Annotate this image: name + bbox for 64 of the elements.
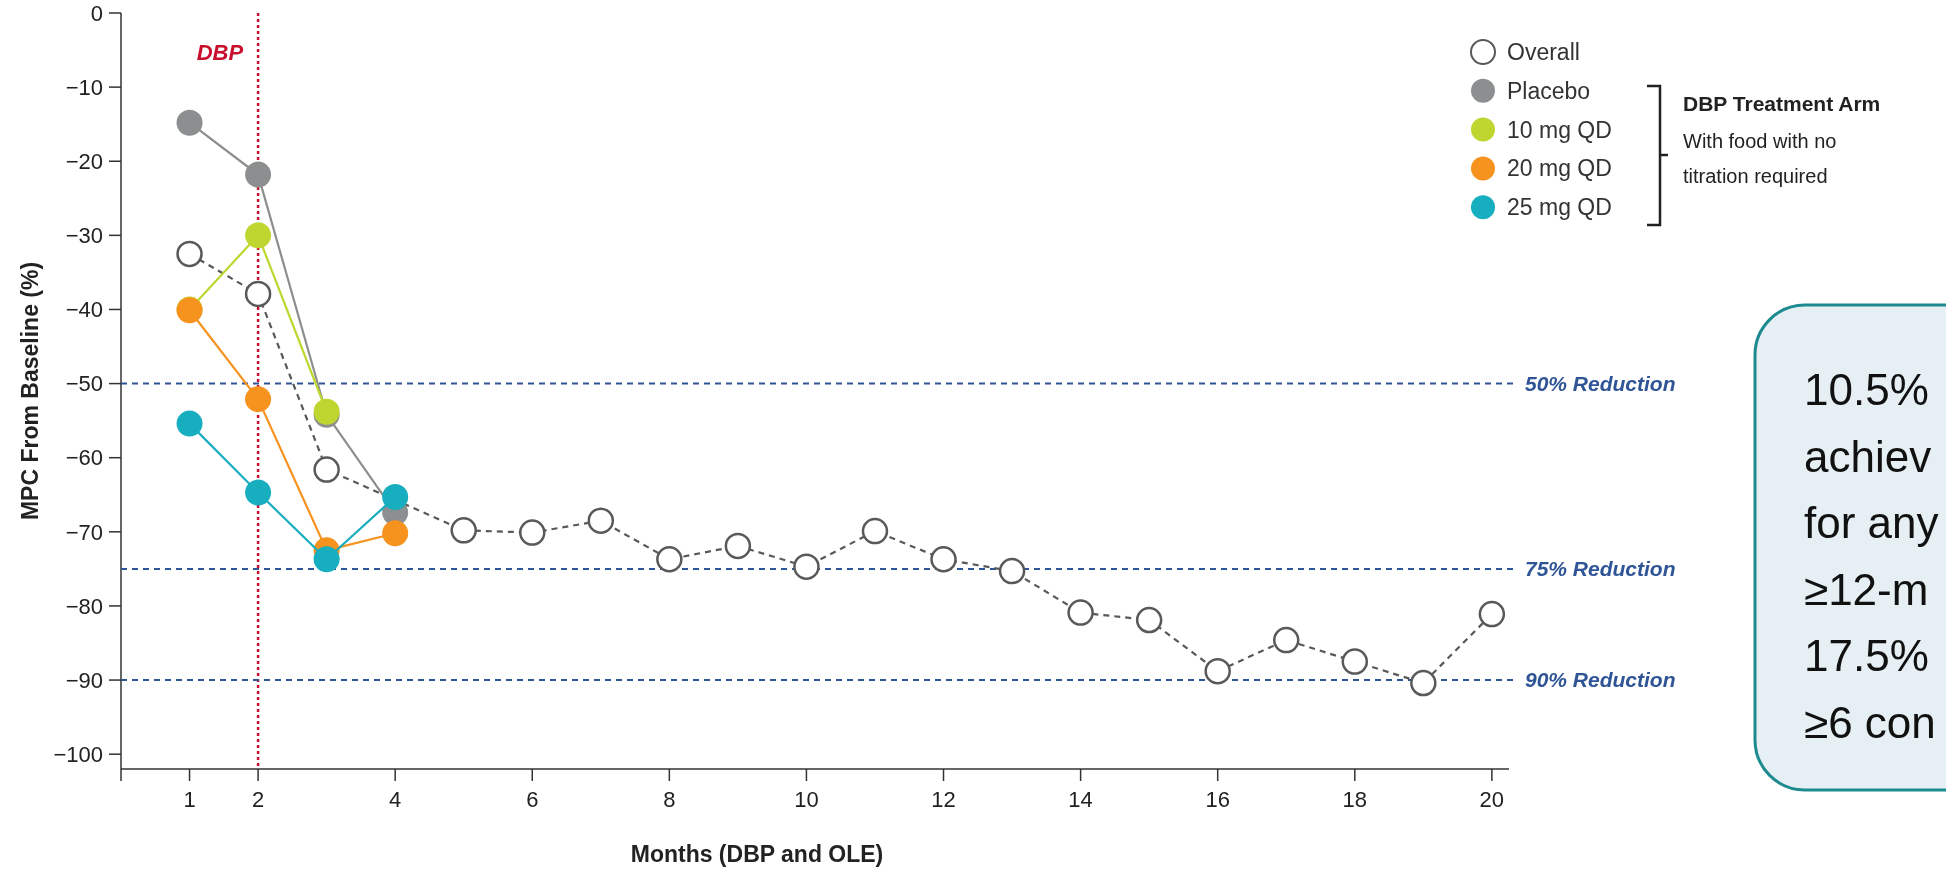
point <box>245 161 272 188</box>
point <box>176 410 203 437</box>
y-tick-label: −70 <box>65 519 103 545</box>
legend-label: 10 mg QD <box>1507 116 1612 143</box>
y-tick-label: −50 <box>65 371 103 397</box>
point <box>1410 669 1437 697</box>
ref-line-label: 90% Reduction <box>1525 668 1676 692</box>
text: With food with no titration required <box>1683 130 1837 187</box>
x-tick-label: 14 <box>1068 787 1093 812</box>
y-tick-label: −10 <box>65 74 103 100</box>
point <box>587 507 615 534</box>
legend-title: DBP Treatment Arm <box>1683 92 1881 115</box>
point <box>382 520 409 547</box>
y-tick-label: −60 <box>65 445 103 471</box>
text: 10.5% achiev for any ≥12-m 17.5% ≥6 con <box>1804 365 1939 747</box>
point <box>656 546 683 573</box>
y-axis-title: MPC From Baseline (%) <box>17 261 43 521</box>
legend-label: 20 mg QD <box>1507 155 1612 182</box>
point <box>998 557 1026 585</box>
point <box>245 479 272 506</box>
point <box>793 553 820 580</box>
point <box>382 483 409 510</box>
point <box>313 546 340 573</box>
point <box>1204 657 1231 685</box>
y-tick-label: 0 <box>90 0 103 26</box>
x-axis-title: Months (DBP and OLE) <box>630 841 884 867</box>
point <box>1272 626 1300 654</box>
point <box>176 240 203 268</box>
x-tick-label: 6 <box>526 787 539 812</box>
y-tick-label: −20 <box>65 148 103 174</box>
point <box>450 517 477 544</box>
y-tick-label: −90 <box>65 667 103 693</box>
y-tick-label: −80 <box>65 593 103 619</box>
point <box>1067 599 1094 626</box>
ref-line-label: 50% Reduction <box>1525 371 1676 395</box>
point <box>861 517 889 545</box>
point <box>245 222 272 249</box>
x-tick-label: 4 <box>389 787 402 812</box>
legend-label: 25 mg QD <box>1507 194 1612 221</box>
point <box>245 386 272 413</box>
x-tick-label: 10 <box>794 787 819 812</box>
ref-line-label: 75% Reduction <box>1525 557 1676 581</box>
point <box>724 532 752 560</box>
x-tick-label: 18 <box>1342 787 1368 812</box>
x-tick-label: 1 <box>183 787 196 812</box>
x-tick-label: 2 <box>251 787 265 812</box>
point <box>1135 606 1163 634</box>
point <box>244 280 272 308</box>
x-tick-label: 16 <box>1205 787 1230 812</box>
x-tick-label: 12 <box>931 787 956 812</box>
point <box>176 109 203 136</box>
point <box>1341 648 1369 675</box>
x-tick-label: 8 <box>663 787 676 812</box>
x-tick-label: 20 <box>1479 787 1505 812</box>
y-tick-label: −100 <box>53 741 103 767</box>
y-tick-label: −30 <box>65 223 103 249</box>
legend-label: Placebo <box>1507 77 1591 104</box>
point <box>930 546 957 573</box>
legend-label: Overall <box>1507 39 1580 66</box>
point <box>1478 600 1506 628</box>
y-tick-label: −40 <box>65 297 103 323</box>
point <box>313 456 340 483</box>
point <box>519 519 546 546</box>
ref-line-label: DBP <box>196 40 244 65</box>
